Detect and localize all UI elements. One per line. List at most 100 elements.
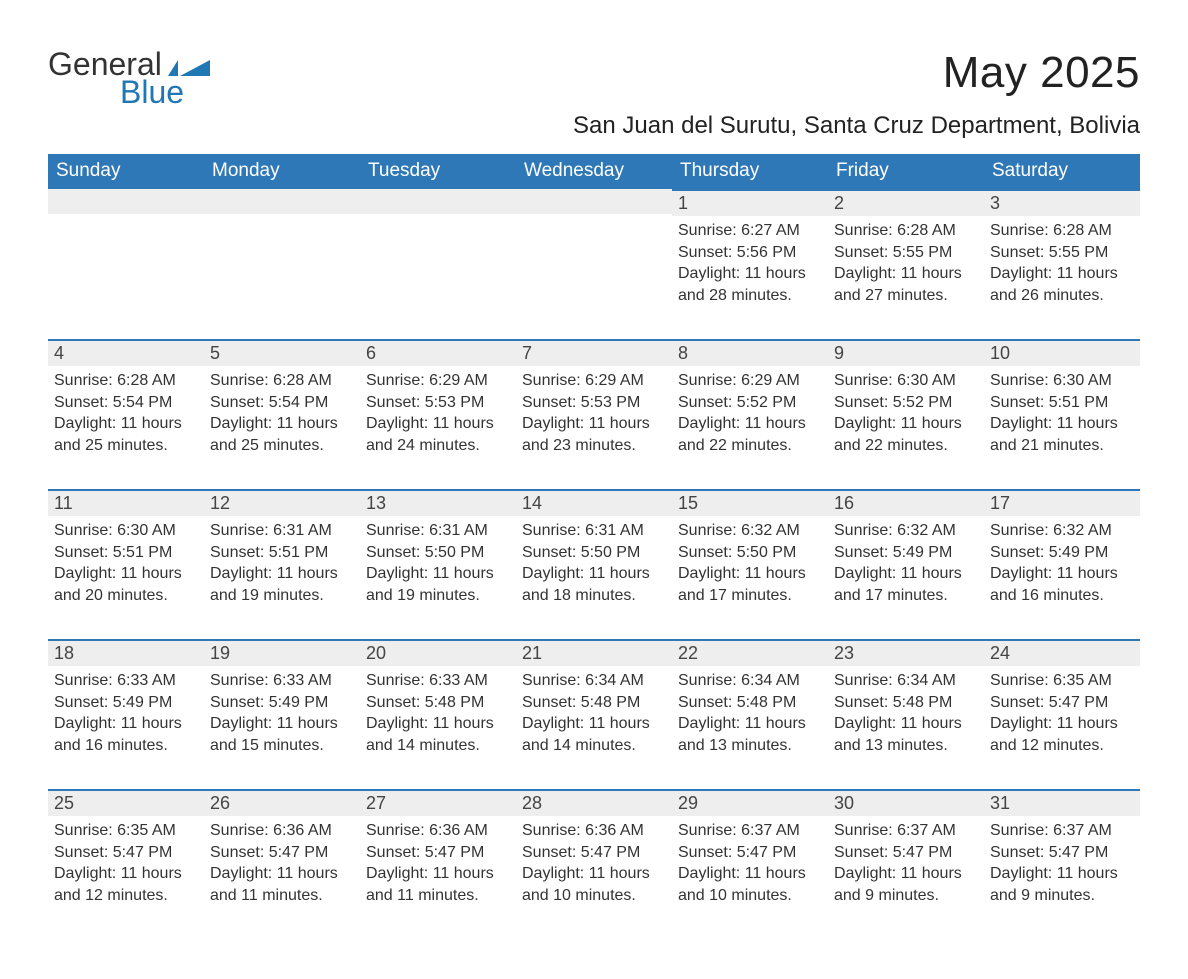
day-wrapper: 26Sunrise: 6:36 AMSunset: 5:47 PMDayligh…	[204, 789, 360, 939]
day-number: 30	[828, 789, 984, 816]
day-dl2: and 16 minutes.	[54, 735, 198, 757]
day-sunset: Sunset: 5:50 PM	[522, 542, 666, 564]
location-subtitle: San Juan del Surutu, Santa Cruz Departme…	[573, 112, 1140, 140]
logo-word-blue: Blue	[120, 76, 210, 108]
day-dl2: and 26 minutes.	[990, 285, 1134, 307]
day-dl2: and 18 minutes.	[522, 585, 666, 607]
day-number: 16	[828, 489, 984, 516]
day-wrapper: 16Sunrise: 6:32 AMSunset: 5:49 PMDayligh…	[828, 489, 984, 639]
day-dl2: and 25 minutes.	[54, 435, 198, 457]
day-wrapper: 14Sunrise: 6:31 AMSunset: 5:50 PMDayligh…	[516, 489, 672, 639]
day-cell: 21Sunrise: 6:34 AMSunset: 5:48 PMDayligh…	[516, 639, 672, 789]
calendar-header: Sunday Monday Tuesday Wednesday Thursday…	[48, 154, 1140, 189]
day-cell: 8Sunrise: 6:29 AMSunset: 5:52 PMDaylight…	[672, 339, 828, 489]
day-dl2: and 22 minutes.	[834, 435, 978, 457]
day-dl2: and 11 minutes.	[210, 885, 354, 907]
day-dl2: and 17 minutes.	[834, 585, 978, 607]
day-dl2: and 10 minutes.	[522, 885, 666, 907]
day-cell: 9Sunrise: 6:30 AMSunset: 5:52 PMDaylight…	[828, 339, 984, 489]
day-dl2: and 14 minutes.	[522, 735, 666, 757]
day-number: 31	[984, 789, 1140, 816]
title-block: May 2025 San Juan del Surutu, Santa Cruz…	[573, 48, 1140, 140]
day-number: 25	[48, 789, 204, 816]
day-details: Sunrise: 6:35 AMSunset: 5:47 PMDaylight:…	[984, 666, 1140, 762]
day-details: Sunrise: 6:35 AMSunset: 5:47 PMDaylight:…	[48, 816, 204, 912]
week-row: 4Sunrise: 6:28 AMSunset: 5:54 PMDaylight…	[48, 339, 1140, 489]
day-sunset: Sunset: 5:52 PM	[834, 392, 978, 414]
day-details: Sunrise: 6:33 AMSunset: 5:49 PMDaylight:…	[204, 666, 360, 762]
day-details: Sunrise: 6:31 AMSunset: 5:50 PMDaylight:…	[516, 516, 672, 612]
day-sunset: Sunset: 5:56 PM	[678, 242, 822, 264]
day-dl2: and 11 minutes.	[366, 885, 510, 907]
day-cell	[204, 189, 360, 339]
empty-day-header	[516, 189, 672, 214]
calendar-body: 1Sunrise: 6:27 AMSunset: 5:56 PMDaylight…	[48, 189, 1140, 939]
day-number: 29	[672, 789, 828, 816]
day-sunrise: Sunrise: 6:36 AM	[366, 820, 510, 842]
day-sunrise: Sunrise: 6:32 AM	[678, 520, 822, 542]
day-sunrise: Sunrise: 6:30 AM	[990, 370, 1134, 392]
day-number: 2	[828, 189, 984, 216]
day-dl2: and 9 minutes.	[990, 885, 1134, 907]
day-wrapper: 7Sunrise: 6:29 AMSunset: 5:53 PMDaylight…	[516, 339, 672, 489]
day-dl1: Daylight: 11 hours	[678, 413, 822, 435]
day-sunrise: Sunrise: 6:28 AM	[834, 220, 978, 242]
day-cell: 7Sunrise: 6:29 AMSunset: 5:53 PMDaylight…	[516, 339, 672, 489]
day-number: 19	[204, 639, 360, 666]
day-dl2: and 17 minutes.	[678, 585, 822, 607]
day-sunrise: Sunrise: 6:29 AM	[678, 370, 822, 392]
day-details: Sunrise: 6:29 AMSunset: 5:53 PMDaylight:…	[516, 366, 672, 462]
day-dl1: Daylight: 11 hours	[210, 713, 354, 735]
day-wrapper: 15Sunrise: 6:32 AMSunset: 5:50 PMDayligh…	[672, 489, 828, 639]
day-sunrise: Sunrise: 6:31 AM	[210, 520, 354, 542]
day-wrapper: 2Sunrise: 6:28 AMSunset: 5:55 PMDaylight…	[828, 189, 984, 339]
day-details: Sunrise: 6:30 AMSunset: 5:51 PMDaylight:…	[48, 516, 204, 612]
day-sunset: Sunset: 5:53 PM	[366, 392, 510, 414]
day-sunrise: Sunrise: 6:32 AM	[990, 520, 1134, 542]
day-dl2: and 19 minutes.	[366, 585, 510, 607]
logo: General Blue	[48, 48, 210, 108]
day-dl2: and 25 minutes.	[210, 435, 354, 457]
day-dl2: and 19 minutes.	[210, 585, 354, 607]
day-sunset: Sunset: 5:48 PM	[678, 692, 822, 714]
day-dl1: Daylight: 11 hours	[54, 863, 198, 885]
day-sunrise: Sunrise: 6:34 AM	[834, 670, 978, 692]
day-cell: 4Sunrise: 6:28 AMSunset: 5:54 PMDaylight…	[48, 339, 204, 489]
day-details: Sunrise: 6:37 AMSunset: 5:47 PMDaylight:…	[672, 816, 828, 912]
day-details: Sunrise: 6:34 AMSunset: 5:48 PMDaylight:…	[672, 666, 828, 762]
day-sunrise: Sunrise: 6:28 AM	[210, 370, 354, 392]
day-wrapper: 17Sunrise: 6:32 AMSunset: 5:49 PMDayligh…	[984, 489, 1140, 639]
day-details: Sunrise: 6:27 AMSunset: 5:56 PMDaylight:…	[672, 216, 828, 312]
day-details: Sunrise: 6:37 AMSunset: 5:47 PMDaylight:…	[984, 816, 1140, 912]
day-wrapper: 22Sunrise: 6:34 AMSunset: 5:48 PMDayligh…	[672, 639, 828, 789]
day-wrapper: 30Sunrise: 6:37 AMSunset: 5:47 PMDayligh…	[828, 789, 984, 939]
day-number: 14	[516, 489, 672, 516]
day-details: Sunrise: 6:34 AMSunset: 5:48 PMDaylight:…	[828, 666, 984, 762]
month-title: May 2025	[573, 48, 1140, 98]
day-sunrise: Sunrise: 6:30 AM	[834, 370, 978, 392]
day-sunrise: Sunrise: 6:33 AM	[366, 670, 510, 692]
day-wrapper: 28Sunrise: 6:36 AMSunset: 5:47 PMDayligh…	[516, 789, 672, 939]
day-number: 20	[360, 639, 516, 666]
day-sunset: Sunset: 5:48 PM	[366, 692, 510, 714]
day-details: Sunrise: 6:28 AMSunset: 5:55 PMDaylight:…	[984, 216, 1140, 312]
week-row: 1Sunrise: 6:27 AMSunset: 5:56 PMDaylight…	[48, 189, 1140, 339]
empty-day	[204, 189, 360, 339]
day-number: 13	[360, 489, 516, 516]
empty-day-header	[48, 189, 204, 214]
day-sunset: Sunset: 5:49 PM	[990, 542, 1134, 564]
calendar-table: Sunday Monday Tuesday Wednesday Thursday…	[48, 154, 1140, 939]
day-cell: 1Sunrise: 6:27 AMSunset: 5:56 PMDaylight…	[672, 189, 828, 339]
day-cell	[360, 189, 516, 339]
day-dl1: Daylight: 11 hours	[522, 563, 666, 585]
day-wrapper: 3Sunrise: 6:28 AMSunset: 5:55 PMDaylight…	[984, 189, 1140, 339]
day-sunset: Sunset: 5:51 PM	[210, 542, 354, 564]
day-cell: 14Sunrise: 6:31 AMSunset: 5:50 PMDayligh…	[516, 489, 672, 639]
day-dl1: Daylight: 11 hours	[522, 863, 666, 885]
day-details: Sunrise: 6:32 AMSunset: 5:49 PMDaylight:…	[984, 516, 1140, 612]
day-cell: 12Sunrise: 6:31 AMSunset: 5:51 PMDayligh…	[204, 489, 360, 639]
day-dl2: and 9 minutes.	[834, 885, 978, 907]
col-friday: Friday	[828, 154, 984, 189]
empty-day-header	[204, 189, 360, 214]
day-sunset: Sunset: 5:47 PM	[210, 842, 354, 864]
